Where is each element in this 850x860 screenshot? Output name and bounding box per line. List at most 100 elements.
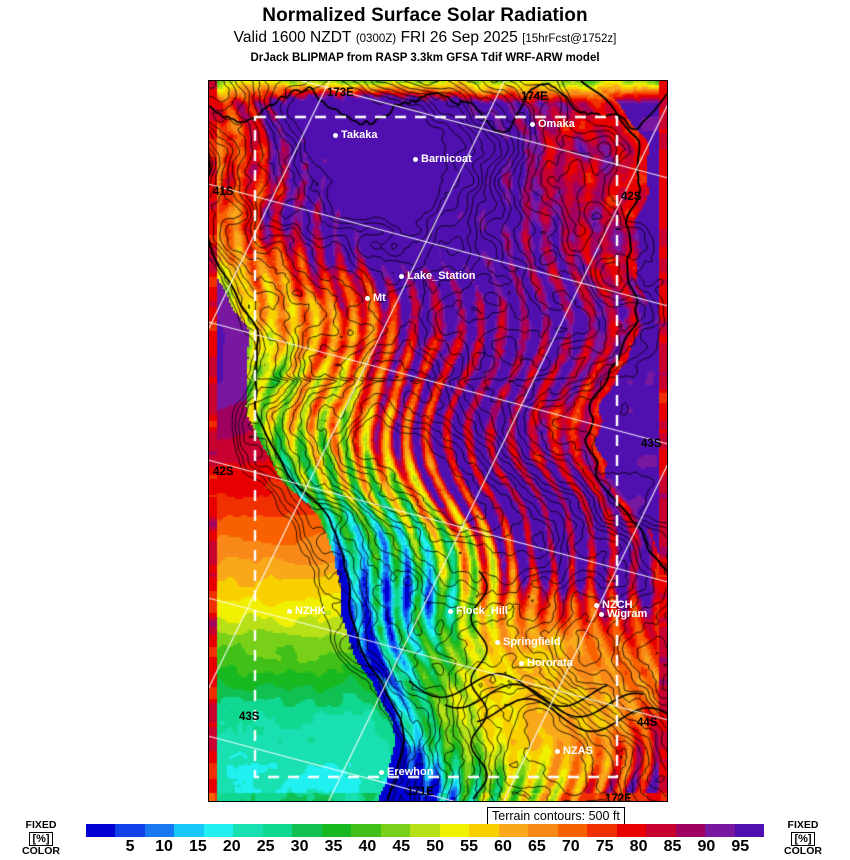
map-site-barnicoat[interactable]: Barnicoat — [413, 154, 472, 165]
fixed-label-right: FIXED — [787, 819, 819, 831]
map-site-omaka[interactable]: Omaka — [530, 119, 575, 130]
colorbar-swatch — [528, 824, 558, 837]
colorbar-tick: 45 — [392, 838, 411, 855]
lat-label-left: 42S — [213, 466, 234, 478]
colorbar-tick: 75 — [595, 838, 614, 855]
map-site-lake_station[interactable]: Lake_Station — [399, 271, 475, 282]
map-overlay: Takaka Omaka Barnicoat Lake_Station Mt NZHK Fl… — [209, 81, 667, 801]
colorbar-swatch — [498, 824, 529, 837]
site-marker-icon — [365, 295, 370, 301]
lon-label: 171E — [407, 786, 434, 798]
colorbar-swatch — [144, 824, 175, 837]
site-marker-icon — [379, 769, 384, 775]
colorbar-tick: 10 — [155, 838, 173, 855]
colorbar-swatch — [321, 824, 352, 837]
forecast-tag: [15hrFcst@1752z] — [522, 33, 617, 45]
colorbar-tick: 40 — [358, 838, 377, 855]
colorbar-swatch — [557, 824, 588, 837]
colorbar-swatch — [734, 824, 765, 837]
colorbar-swatch — [203, 824, 234, 837]
colorbar-swatch — [233, 824, 263, 837]
solar-radiation-heatmap[interactable] — [209, 81, 667, 801]
colorbar-swatch — [86, 824, 116, 837]
lat-label-left: 43S — [239, 711, 260, 723]
colorbar-tick-labels: 5 10 15 20 25 30 35 40 45 50 55 60 65 70 75 80 85 90 95 — [86, 837, 764, 859]
colorbar-swatch — [351, 824, 381, 837]
model-line: DrJack BLIPMAP from RASP 3.3km GFSA Tdif… — [250, 52, 600, 64]
colorbar-tick: 30 — [290, 838, 309, 855]
colorbar-gradient — [86, 824, 765, 837]
site-label: Flock_Hill — [456, 605, 508, 617]
map-site-nzas[interactable]: NZAS — [555, 746, 593, 757]
site-marker-icon — [333, 132, 338, 138]
map-site-flock_hill[interactable]: Flock_Hill — [448, 606, 508, 617]
site-label: Lake_Station — [407, 270, 476, 282]
color-label-right: COLOR — [784, 844, 822, 857]
map-panel[interactable]: Takaka Omaka Barnicoat Lake_Station Mt NZHK Fl… — [208, 80, 668, 802]
site-marker-icon — [519, 660, 524, 666]
lat-label-right: 43S — [641, 438, 662, 450]
colorbar-swatch — [292, 824, 322, 837]
map-site-erewhon[interactable]: Erewhon — [379, 767, 433, 778]
colorbar-tick: 60 — [494, 838, 512, 855]
colorbar-swatch — [675, 824, 706, 837]
map-site-takaka[interactable]: Takaka — [333, 130, 378, 141]
colorbar-swatch — [174, 824, 204, 837]
colorbar-tick: 85 — [663, 838, 682, 855]
colorbar-swatch — [380, 824, 411, 837]
site-marker-icon — [555, 748, 560, 754]
site-label: NZAS — [563, 745, 593, 757]
colorbar-swatch — [616, 824, 647, 837]
fixed-color-legend-left: FIXED [%] COLOR — [8, 819, 74, 857]
site-marker-icon — [530, 121, 535, 127]
lon-label: 173E — [327, 87, 354, 99]
colorbar-swatch — [646, 824, 676, 837]
colorbar-swatch — [469, 824, 499, 837]
colorbar-swatch — [262, 824, 293, 837]
colorbar-swatch — [705, 824, 735, 837]
colorbar-tick: 95 — [731, 838, 750, 855]
colorbar-swatch — [587, 824, 617, 837]
lat-label-right: 44S — [637, 717, 658, 729]
site-marker-icon — [599, 611, 604, 617]
map-site-nzhk[interactable]: NZHK — [287, 606, 326, 617]
lon-label: 172E — [605, 793, 632, 802]
colorbar-tick: 25 — [256, 838, 275, 855]
map-site-hororata[interactable]: Hororata — [519, 658, 573, 669]
fixed-label-left: FIXED — [25, 819, 57, 831]
map-site-springfield[interactable]: Springfield — [495, 637, 560, 648]
colorbar-tick: 90 — [697, 838, 716, 855]
colorbar-tick: 65 — [527, 838, 546, 855]
map-site-mt[interactable]: Mt — [365, 293, 386, 304]
unit-label-left: [%] — [29, 831, 53, 846]
validity-line: Valid 1600 NZDT (0300Z) FRI 26 Sep 2025 … — [0, 28, 850, 49]
site-label: NZCH — [602, 599, 633, 611]
colorbar-tick: 5 — [125, 838, 135, 855]
valid-utc: (0300Z) — [355, 33, 397, 45]
site-marker-icon — [448, 608, 453, 614]
site-marker-icon — [287, 608, 292, 614]
site-marker-icon — [495, 639, 500, 645]
map-site-wigram[interactable]: Wigram — [599, 609, 647, 620]
map-site-nzch[interactable]: NZCH — [594, 600, 633, 611]
site-label: Omaka — [538, 118, 575, 130]
colorbar-tick: 80 — [629, 838, 648, 855]
site-label: Hororata — [527, 657, 573, 669]
colorbar-tick: 15 — [188, 838, 207, 855]
colorbar-tick: 50 — [426, 838, 445, 855]
page-title: Normalized Surface Solar Radiation — [262, 5, 588, 26]
valid-date: FRI 26 Sep 2025 — [400, 29, 518, 46]
site-label: Erewhon — [387, 766, 434, 778]
colorbar-tick: 55 — [460, 838, 478, 855]
lat-label-right: 42S — [621, 191, 642, 203]
fixed-color-legend-right: FIXED [%] COLOR — [770, 819, 836, 857]
lon-label: 174E — [521, 91, 548, 103]
site-label: Barnicoat — [421, 153, 472, 165]
colorbar-panel: FIXED [%] COLOR 5 10 15 20 25 30 35 40 45 50 55 60 6… — [0, 819, 850, 860]
colorbar-tick: 20 — [222, 838, 241, 855]
site-marker-icon — [413, 156, 418, 162]
colorbar-swatch — [410, 824, 440, 837]
lat-label-left: 41S — [213, 186, 234, 198]
site-label: NZHK — [295, 605, 326, 617]
colorbar-swatch — [115, 824, 145, 837]
